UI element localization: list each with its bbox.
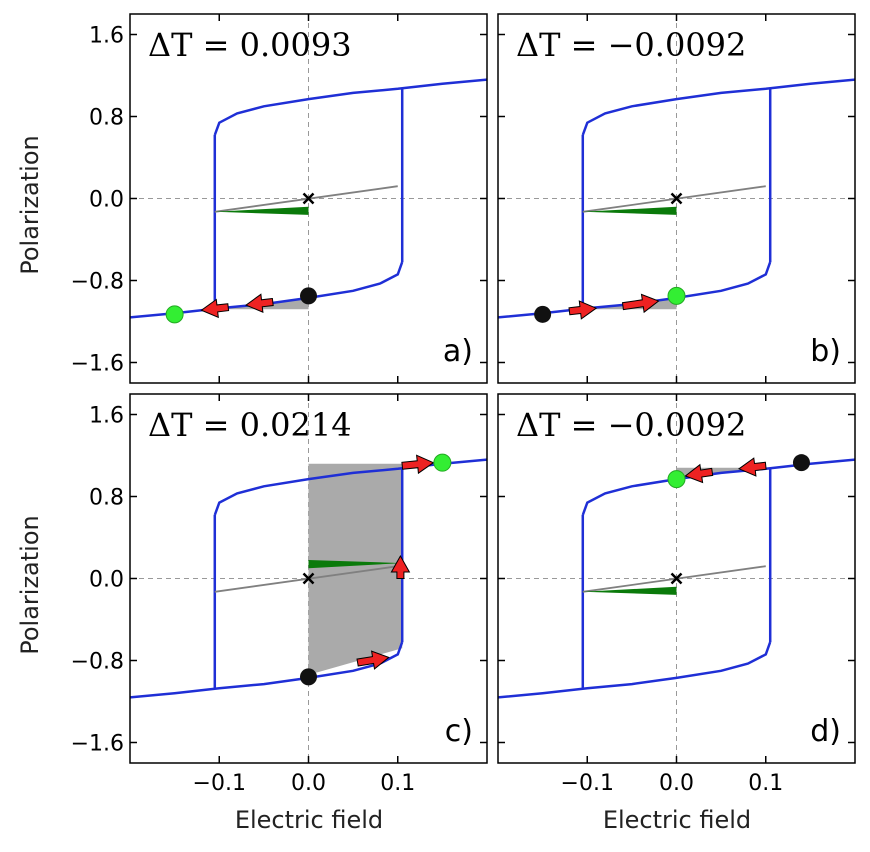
y-tick-label: −0.8 [71,650,124,675]
y-axis-label-bottom: Polarization [16,515,44,655]
y-tick-label: 1.6 [89,404,124,429]
loop-upper-branch [581,78,855,136]
path-arrow-2 [390,554,411,579]
origin-cross [302,192,315,205]
x-tick-label: −0.1 [193,771,246,796]
y-tick-label: −1.6 [71,732,124,757]
panel-letter: c) [445,714,473,749]
path-arrow-3 [401,454,435,475]
origin-cross [670,572,683,585]
x-tick-label: 0.0 [291,771,326,796]
delta-t-label: ΔT = −0.0092 [516,406,746,444]
start-point-marker [534,305,552,323]
y-axis-label-top: Polarization [16,135,44,275]
end-point-marker [667,286,686,305]
end-point-marker [165,305,184,324]
x-tick-label: −0.1 [561,771,614,796]
y-tick-label: 1.6 [89,24,124,49]
x-axis-label-left: Electric field [235,806,383,834]
path-arrow-2 [621,293,660,314]
path-arrow-1 [244,293,274,313]
loop-lower-branch [498,641,772,699]
end-point-marker [433,453,452,472]
start-point-marker [792,454,810,472]
green-area [582,586,677,595]
panel-1-plot [130,14,487,383]
gray-area [308,463,403,675]
path-arrow-2 [200,298,230,319]
y-tick-label: 0.8 [89,106,124,131]
panel-letter: d) [810,714,841,749]
green-area [214,206,309,215]
y-tick-label: 0.0 [89,568,124,593]
green-area [582,206,677,215]
x-tick-label: 0.1 [380,771,415,796]
origin-cross [670,192,683,205]
start-point-marker [300,287,317,305]
y-tick-label: 0.0 [89,188,124,213]
path-arrow-1 [737,457,767,477]
delta-t-label: ΔT = 0.0214 [148,406,352,444]
x-tick-label: 0.1 [748,771,783,796]
delta-t-label: ΔT = 0.0093 [148,26,352,64]
loop-upper-branch [213,78,487,136]
path-arrow-1 [356,650,390,670]
y-tick-label: −1.6 [71,352,124,377]
green-area [308,560,403,569]
path-arrow-1 [568,300,598,320]
y-tick-label: 0.8 [89,486,124,511]
origin-cross [302,572,315,585]
x-axis-label-right: Electric field [603,806,751,834]
panel-letter: b) [810,334,841,369]
panel-letter: a) [443,334,473,369]
delta-t-label: ΔT = −0.0092 [516,26,746,64]
end-point-marker [667,470,686,489]
panel-3-plot [130,394,487,763]
start-point-marker [300,668,317,686]
path-arrow-2 [684,463,714,484]
y-tick-label: −0.8 [71,270,124,295]
x-tick-label: 0.0 [659,771,694,796]
panel-2-plot [498,14,855,383]
panel-4-plot [498,394,855,763]
